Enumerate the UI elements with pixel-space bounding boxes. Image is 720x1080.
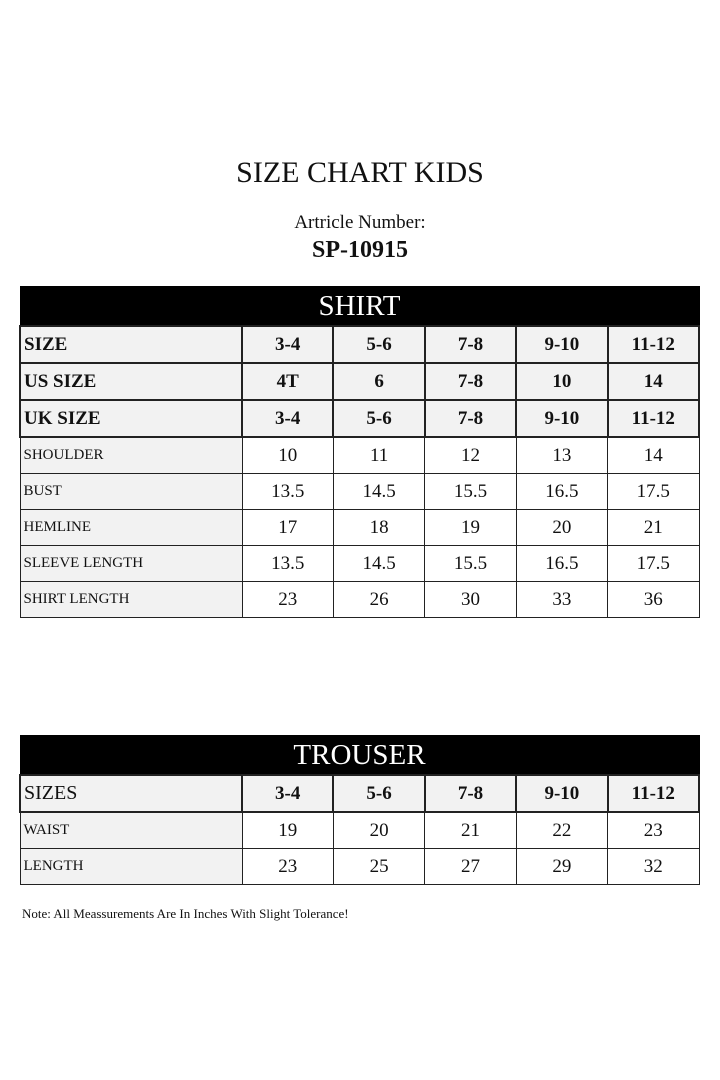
row-label: SHIRT LENGTH [19, 581, 243, 618]
table-cell: 36 [607, 581, 700, 618]
table-cell: 18 [332, 509, 426, 546]
table-row: SIZES 3-4 5-6 7-8 9-10 11-12 [19, 774, 701, 813]
table-cell: 13.5 [241, 545, 334, 582]
table-cell: 23 [241, 581, 334, 618]
trouser-heading: TROUSER [19, 735, 700, 776]
table-cell: 20 [515, 509, 609, 546]
table-cell: 7-8 [423, 774, 518, 813]
table-cell: 20 [332, 811, 426, 849]
row-label: SLEEVE LENGTH [19, 545, 243, 582]
row-label: HEMLINE [19, 509, 243, 546]
table-cell: 9-10 [515, 399, 609, 438]
table-row: SLEEVE LENGTH 13.5 14.5 15.5 16.5 17.5 [19, 545, 700, 582]
table-cell: 23 [607, 811, 700, 849]
table-cell: 14 [606, 362, 701, 401]
table-cell: 11-12 [606, 325, 701, 364]
shirt-heading: SHIRT [19, 286, 700, 327]
table-cell: 10 [241, 436, 334, 474]
table-cell: 15.5 [424, 545, 517, 582]
table-cell: 29 [515, 848, 609, 885]
table-cell: 9-10 [515, 325, 609, 364]
table-cell: 21 [607, 509, 700, 546]
table-cell: 5-6 [332, 325, 426, 364]
row-label: SIZE [19, 325, 243, 364]
table-cell: 27 [424, 848, 517, 885]
table-row: LENGTH 23 25 27 29 32 [19, 848, 700, 885]
table-cell: 30 [424, 581, 517, 618]
table-cell: 7-8 [423, 399, 518, 438]
trouser-size-table: TROUSER SIZES 3-4 5-6 7-8 9-10 11-12 WAIST 19 20… [19, 735, 701, 885]
table-cell: 22 [515, 811, 609, 849]
table-cell: 26 [332, 581, 426, 618]
table-cell: 23 [241, 848, 334, 885]
table-cell: 32 [607, 848, 700, 885]
table-row: WAIST 19 20 21 22 23 [19, 811, 700, 849]
article-number: SP-10915 [312, 237, 408, 263]
table-row: UK SIZE 3-4 5-6 7-8 9-10 11-12 [19, 399, 701, 438]
row-label: BUST [19, 473, 243, 510]
table-cell: 7-8 [423, 362, 518, 401]
row-label: UK SIZE [19, 399, 243, 438]
table-cell: 17.5 [607, 473, 700, 510]
table-cell: 33 [515, 581, 609, 618]
table-cell: 14.5 [332, 473, 426, 510]
table-cell: 5-6 [332, 399, 426, 438]
table-row: SHIRT LENGTH 23 26 30 33 36 [19, 581, 700, 618]
table-cell: 16.5 [515, 545, 609, 582]
table-row: SHOULDER 10 11 12 13 14 [19, 436, 700, 474]
row-label: WAIST [19, 811, 243, 849]
row-label: LENGTH [19, 848, 243, 885]
table-cell: 19 [424, 509, 517, 546]
shirt-size-table: SHIRT SIZE 3-4 5-6 7-8 9-10 11-12 US SIZE 4T 6 7-… [19, 286, 701, 618]
table-cell: 11-12 [606, 774, 701, 813]
table-cell: 3-4 [240, 325, 335, 364]
table-row: SIZE 3-4 5-6 7-8 9-10 11-12 [19, 325, 701, 364]
table-cell: 16.5 [515, 473, 609, 510]
table-cell: 9-10 [515, 774, 609, 813]
table-row: US SIZE 4T 6 7-8 10 14 [19, 362, 701, 401]
table-cell: 14 [607, 436, 700, 474]
table-cell: 11 [332, 436, 426, 474]
table-cell: 19 [241, 811, 334, 849]
table-cell: 25 [332, 848, 426, 885]
table-cell: 13.5 [241, 473, 334, 510]
table-cell: 12 [424, 436, 517, 474]
table-cell: 21 [424, 811, 517, 849]
table-cell: 7-8 [423, 325, 518, 364]
table-cell: 17.5 [607, 545, 700, 582]
table-cell: 13 [515, 436, 609, 474]
page-title: SIZE CHART KIDS [236, 156, 484, 189]
table-cell: 17 [241, 509, 334, 546]
article-label: Artricle Number: [294, 212, 426, 233]
row-label: SHOULDER [19, 436, 243, 474]
table-cell: 3-4 [240, 774, 335, 813]
row-label: SIZES [19, 774, 243, 813]
table-cell: 3-4 [240, 399, 335, 438]
measurement-note: Note: All Meassurements Are In Inches Wi… [22, 906, 349, 921]
table-cell: 4T [240, 362, 335, 401]
row-label: US SIZE [19, 362, 243, 401]
table-cell: 14.5 [332, 545, 426, 582]
table-row: BUST 13.5 14.5 15.5 16.5 17.5 [19, 473, 700, 510]
table-cell: 10 [515, 362, 609, 401]
table-cell: 5-6 [332, 774, 426, 813]
table-cell: 11-12 [606, 399, 701, 438]
table-cell: 15.5 [424, 473, 517, 510]
table-row: HEMLINE 17 18 19 20 21 [19, 509, 700, 546]
table-cell: 6 [332, 362, 426, 401]
